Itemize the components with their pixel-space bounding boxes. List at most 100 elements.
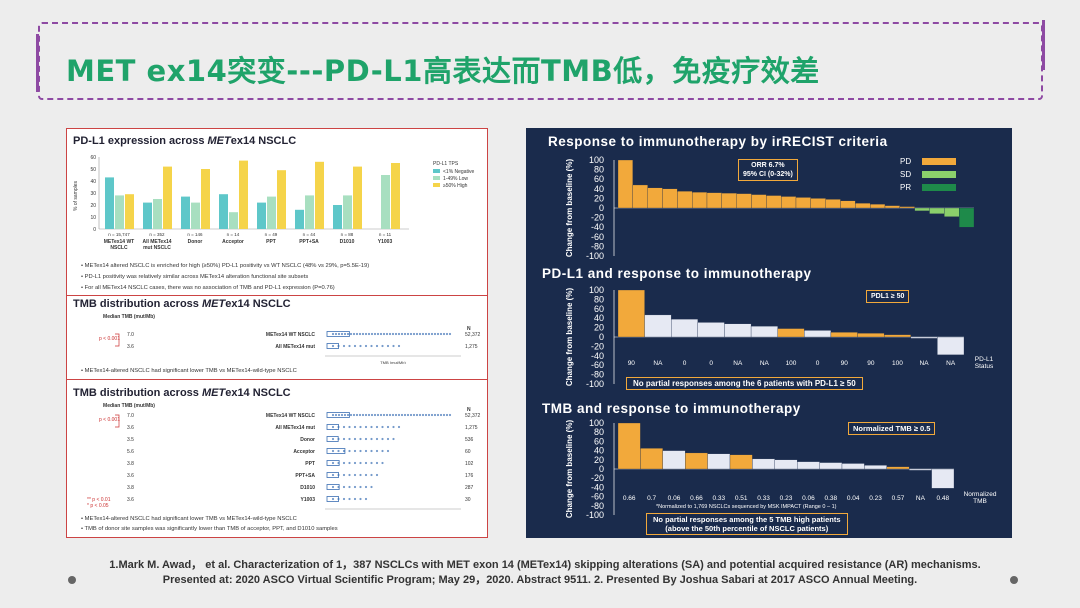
category-label: All METex14 <box>142 239 171 245</box>
outlier-dot <box>358 332 362 336</box>
outlier-dot <box>364 473 368 477</box>
category-label: Y1003 <box>378 239 393 245</box>
outlier-dot <box>375 344 379 348</box>
row-label: All METex14 mut <box>275 344 315 350</box>
slide-title: MET ex14突变---PD-L1高表达而TMB低，免疫疗效差 <box>66 54 820 88</box>
pdl1-note-3: • For all METex14 NSCLC cases, there was… <box>81 285 335 291</box>
outlier-dot <box>370 425 373 429</box>
waterfall-bar <box>640 448 663 470</box>
waterfall-bar <box>937 336 965 356</box>
sig-note: ** p < 0.01 <box>87 497 111 503</box>
outlier-dot <box>364 449 368 453</box>
sig-bracket <box>115 414 120 428</box>
outlier-dot <box>400 332 404 336</box>
outlier-dot <box>348 437 351 441</box>
x-category-label: NA <box>916 495 926 502</box>
tmb-small-note: *Normalized to 1,769 NSCLCs sequenced by… <box>656 504 837 510</box>
tmb-footnote: No partial responses among the 5 TMB hig… <box>646 513 848 535</box>
outlier-dot <box>342 461 346 465</box>
waterfall-bar <box>804 330 832 338</box>
outlier-dot <box>349 332 353 336</box>
outlier-dot <box>430 332 434 336</box>
outlier-dot <box>342 449 346 453</box>
waterfall-title-1: Response to immunotherapy by irRECIST cr… <box>548 134 888 149</box>
outlier-dot <box>427 413 431 417</box>
tmb2-note-2: • TMB of donor site samples was signific… <box>81 526 338 532</box>
y-tick-label: -80 <box>591 241 604 251</box>
y-tick-label: 0 <box>599 332 604 342</box>
outlier-dot <box>353 461 357 465</box>
outlier-dot <box>448 413 452 417</box>
y-tick-label: -60 <box>591 360 604 370</box>
outlier-dot <box>364 413 368 417</box>
y-tick-label: 60 <box>594 174 604 184</box>
bar <box>391 163 400 229</box>
outlier-dot <box>370 344 373 348</box>
reference-line-2: Presented at: 2020 ASCO Virtual Scientif… <box>162 574 918 586</box>
outlier-dot <box>353 473 357 477</box>
waterfall-bar <box>729 454 753 470</box>
outlier-dot <box>340 332 344 336</box>
outlier-dot <box>359 437 362 441</box>
n-label: n = 88 <box>341 232 354 237</box>
outlier-dot <box>348 485 351 489</box>
outlier-dot <box>361 332 365 336</box>
waterfall-bar <box>886 466 910 470</box>
median-value: 3.6 <box>127 473 134 479</box>
outlier-dot <box>353 449 357 453</box>
n-label: n = 44 <box>303 232 316 237</box>
outlier-dot <box>385 413 389 417</box>
outlier-dot <box>375 437 379 441</box>
y-tick-label: -100 <box>586 379 604 389</box>
outlier-dot <box>359 344 362 348</box>
waterfall-bar <box>617 422 641 470</box>
outlier-dot <box>424 332 428 336</box>
waterfall-bar <box>899 206 915 209</box>
category-label: mut NSCLC <box>143 245 171 251</box>
outlier-dot <box>381 344 384 348</box>
n-label: n = 11 <box>379 232 392 237</box>
x-axis-title: PD-L1 <box>975 356 994 363</box>
outlier-dot <box>331 413 335 417</box>
row-label: PPT <box>305 461 315 467</box>
legend-label: <1% Negative <box>443 169 474 175</box>
row-n: 52,372 <box>465 413 481 419</box>
outlier-dot <box>424 413 428 417</box>
bar <box>333 205 342 229</box>
outlier-dot <box>386 425 390 429</box>
tmb-box: Normalized TMB ≥ 0.5 <box>848 422 936 435</box>
waterfall-bar <box>632 184 648 209</box>
waterfall-bar <box>914 207 930 212</box>
banner-accent-right <box>1042 20 1045 70</box>
title-banner: MET ex14突变---PD-L1高表达而TMB低，免疫疗效差 <box>36 20 1045 100</box>
box <box>326 412 350 418</box>
outlier-dot <box>364 497 368 501</box>
bar <box>267 196 276 229</box>
median-value: 3.8 <box>127 485 134 491</box>
y-tick-label: -20 <box>591 473 604 483</box>
outlier-dot <box>421 332 425 336</box>
waterfall-bar <box>697 322 725 338</box>
waterfall-bar <box>830 332 858 338</box>
bar <box>305 195 314 229</box>
outlier-dot <box>375 461 379 465</box>
row-label: D1010 <box>300 485 315 491</box>
outlier-dot <box>359 497 362 501</box>
outlier-dot <box>331 497 335 501</box>
y-tick-label: -100 <box>586 251 604 260</box>
section-divider <box>67 379 487 380</box>
outlier-dot <box>353 425 357 429</box>
x-category-label: 0.04 <box>847 495 860 502</box>
outlier-dot <box>397 425 401 429</box>
outlier-dot <box>397 332 401 336</box>
outlier-dot <box>376 332 380 336</box>
bar <box>315 161 324 229</box>
waterfall-bar <box>751 194 767 209</box>
waterfall-title-3: TMB and response to immunotherapy <box>542 401 801 416</box>
outlier-dot <box>346 413 350 417</box>
category-label: METex14 WT <box>104 239 134 245</box>
outlier-dot <box>381 425 384 429</box>
median-value: 7.0 <box>127 332 134 338</box>
n-label: n = 352 <box>149 232 165 237</box>
